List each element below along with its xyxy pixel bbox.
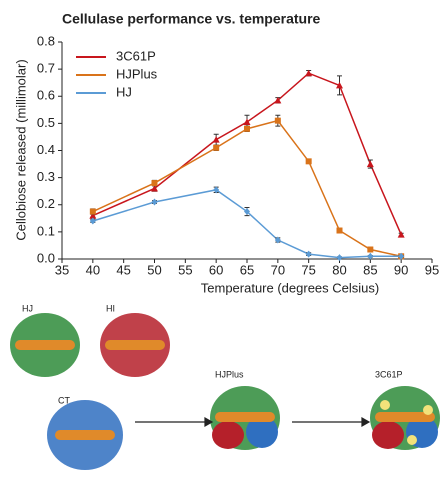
y-tick-label: 0.7 [37,61,55,76]
x-tick-label: 50 [147,262,161,277]
x-axis-label: Temperature (degrees Celsius) [201,280,379,295]
y-tick-label: 0.8 [37,33,55,48]
y-axis-label: Cellobiose released (millimolar) [13,59,28,240]
data-point [244,125,250,132]
data-point [151,184,158,192]
structure-label: CT [58,395,70,405]
data-point [274,96,282,104]
data-point [151,180,158,187]
data-point [244,208,250,216]
structure-3c61p [370,386,440,450]
data-point [367,252,374,260]
data-point [89,212,97,219]
structure-label: HI [106,303,115,313]
chart-title: Cellulase performance vs. temperature [62,11,321,27]
series-line [92,189,402,259]
data-point [151,198,158,206]
legend-label: 3C61P [116,48,156,63]
data-point [367,246,374,253]
data-point [274,117,281,124]
structure-hjplus [210,386,280,450]
y-tick-label: 0.4 [37,142,55,157]
legend-label: HJPlus [116,66,158,81]
data-point [336,254,343,262]
x-tick-label: 65 [240,262,254,277]
data-point [243,118,251,126]
data-point [89,208,96,215]
data-point [213,186,220,194]
x-tick-label: 70 [271,262,285,277]
x-tick-label: 35 [55,262,69,277]
data-point [305,250,312,258]
structure-label: 3C61P [375,369,403,379]
x-tick-label: 40 [86,262,100,277]
data-point [213,144,220,151]
x-tick-label: 90 [394,262,408,277]
structure-hi [100,313,170,377]
y-tick-label: 0.0 [37,250,55,265]
data-point [89,217,96,225]
legend-label: HJ [116,84,132,99]
x-tick-label: 95 [425,262,439,277]
series-line [92,119,402,258]
x-tick-label: 45 [116,262,130,277]
y-tick-label: 0.1 [37,223,55,238]
y-tick-label: 0.2 [37,196,55,211]
data-point [366,160,374,168]
data-point [336,81,343,89]
data-point [305,158,312,165]
data-point [397,231,405,238]
x-tick-label: 55 [178,262,192,277]
structure-hj [10,313,80,377]
x-tick-label: 80 [332,262,346,277]
structure-label: HJ [22,303,33,313]
y-tick-label: 0.3 [37,169,55,184]
data-point [274,236,281,244]
y-tick-label: 0.5 [37,115,55,130]
data-point [336,227,343,234]
x-tick-label: 60 [209,262,223,277]
data-point [305,69,313,77]
data-point [398,252,405,260]
structure-label: HJPlus [215,369,244,379]
x-tick-label: 85 [363,262,377,277]
data-point [212,136,220,143]
x-tick-label: 75 [301,262,315,277]
arrows [135,416,371,428]
y-tick-label: 0.6 [37,88,55,103]
structure-ct [47,400,123,470]
